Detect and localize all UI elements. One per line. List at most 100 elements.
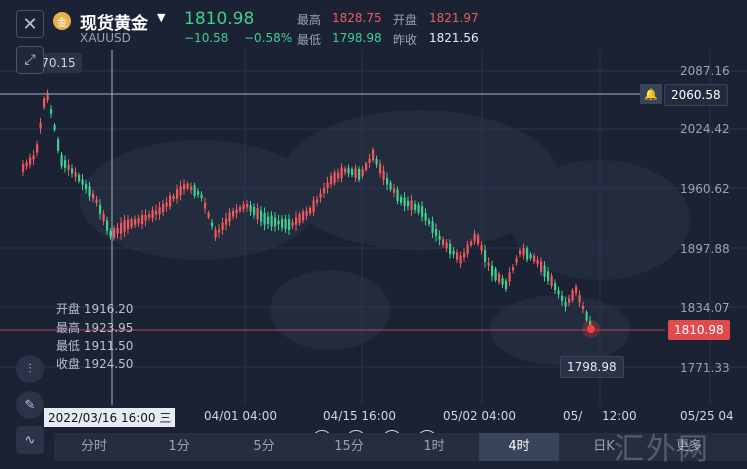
candle-body (302, 211, 305, 221)
caret-down-icon[interactable]: ▼ (157, 11, 166, 24)
candle-body (260, 210, 263, 222)
draw-tool-button[interactable]: ✎ (16, 391, 44, 419)
candle-body (221, 222, 224, 230)
candle-body (568, 298, 571, 303)
candle-body (393, 188, 396, 193)
candle-body (571, 290, 574, 301)
indicator-button[interactable]: ∿ (16, 426, 44, 454)
candle-body (382, 170, 385, 180)
candle-body (354, 168, 357, 179)
candle-body (270, 215, 273, 227)
last-price-glow (582, 320, 600, 338)
candle-body (484, 250, 487, 262)
candle-style-button[interactable]: ⫶ (16, 355, 44, 383)
candle-body (361, 169, 364, 176)
candle-body (424, 212, 427, 221)
candle-body (554, 283, 557, 291)
prev-close-value: 1821.56 (429, 31, 479, 45)
candle-body (193, 185, 196, 196)
x-tick-label: 12:00 (602, 409, 637, 423)
bell-icon[interactable]: 🔔 (640, 84, 662, 104)
expand-button[interactable]: ⤢ (16, 46, 44, 74)
candle-body (449, 243, 452, 255)
candle-body (109, 231, 112, 237)
candle-body (589, 320, 592, 328)
candle-body (452, 250, 455, 255)
candle-body (358, 168, 361, 180)
candle-body (389, 182, 392, 190)
candle-body (466, 244, 469, 254)
candle-body (165, 202, 168, 207)
candle-body (456, 252, 459, 260)
tab-timeframe[interactable]: 1时 (423, 439, 445, 454)
candle-body (564, 301, 567, 307)
tab-timeframe[interactable]: 日K (593, 439, 615, 454)
candles (22, 89, 592, 333)
chart-canvas[interactable] (0, 50, 747, 430)
open-label: 开盘 (393, 13, 418, 27)
x-tick-label: 04/15 16:00 (323, 409, 396, 423)
candle-body (421, 206, 424, 217)
x-tick-label: 05/02 04:00 (443, 409, 516, 423)
pencil-icon: ✎ (24, 397, 36, 413)
candle-body (330, 175, 333, 185)
high-value: 1828.75 (332, 11, 382, 25)
symbol-name[interactable]: 现货黄金 (80, 14, 148, 34)
candle-body (438, 235, 441, 240)
candle-body (179, 186, 182, 195)
last-price-dot (587, 325, 595, 333)
y-tick-label: 1897.88 (680, 242, 730, 256)
candle-body (225, 218, 228, 225)
candle-body (543, 265, 546, 277)
tab-timeframe[interactable]: 15分 (334, 439, 364, 454)
candle-body (249, 205, 252, 212)
y-tick-label: 2024.42 (680, 122, 730, 136)
candle-body (442, 239, 445, 245)
candle-body (158, 207, 161, 215)
candle-body (197, 191, 200, 195)
symbol-code: XAUUSD (80, 31, 131, 45)
candle-body (536, 260, 539, 264)
indicator-icon: ∿ (24, 432, 36, 448)
candle-body (22, 164, 25, 172)
prev-close-label: 昨收 (393, 33, 418, 47)
candle-body (578, 295, 581, 303)
tab-timeframe-active[interactable]: 4时 (479, 433, 559, 461)
candle-body (414, 203, 417, 211)
candle-body (547, 271, 550, 281)
candlestick-chart[interactable]: 2087.16 2024.42 1960.62 1897.88 1834.07 … (0, 50, 747, 454)
candle-body (74, 172, 77, 177)
tab-more[interactable]: 更多 (675, 439, 702, 454)
quote-header: ✕ 金 现货黄金 ▼ XAUUSD 1810.98 −10.58 −0.58% … (0, 0, 747, 50)
candle-body (102, 214, 105, 221)
candle-body (155, 210, 158, 215)
candle-body (491, 265, 494, 277)
candle-body (550, 275, 553, 286)
candle-body (515, 258, 518, 263)
candle-body (25, 162, 28, 167)
tab-timeframe[interactable]: 分时 (80, 439, 107, 454)
tab-timeframe[interactable]: 1分 (168, 439, 190, 454)
tab-timeframe[interactable]: 5分 (253, 439, 275, 454)
candle-body (106, 220, 109, 231)
candle-body (200, 194, 203, 199)
candle-body (470, 241, 473, 246)
candle-body (263, 213, 266, 225)
candle-body (477, 235, 480, 244)
candle-body (386, 178, 389, 185)
close-icon: ✕ (22, 13, 38, 35)
current-price-tag: 1810.98 (668, 320, 730, 340)
x-tick-label: 04/01 04:00 (204, 409, 277, 423)
candle-body (228, 212, 231, 222)
candle-body (403, 197, 406, 207)
candle-body (134, 219, 137, 225)
candle-body (480, 244, 483, 251)
low-value: 1798.98 (332, 31, 382, 45)
high-label: 最高 (297, 13, 322, 27)
candle-body (288, 219, 291, 231)
close-button[interactable]: ✕ (16, 10, 44, 38)
candle-body (267, 216, 270, 225)
y-tick-label: 1960.62 (680, 182, 730, 196)
candle-body (169, 195, 172, 207)
x-tick-label: 05/ (563, 409, 583, 423)
